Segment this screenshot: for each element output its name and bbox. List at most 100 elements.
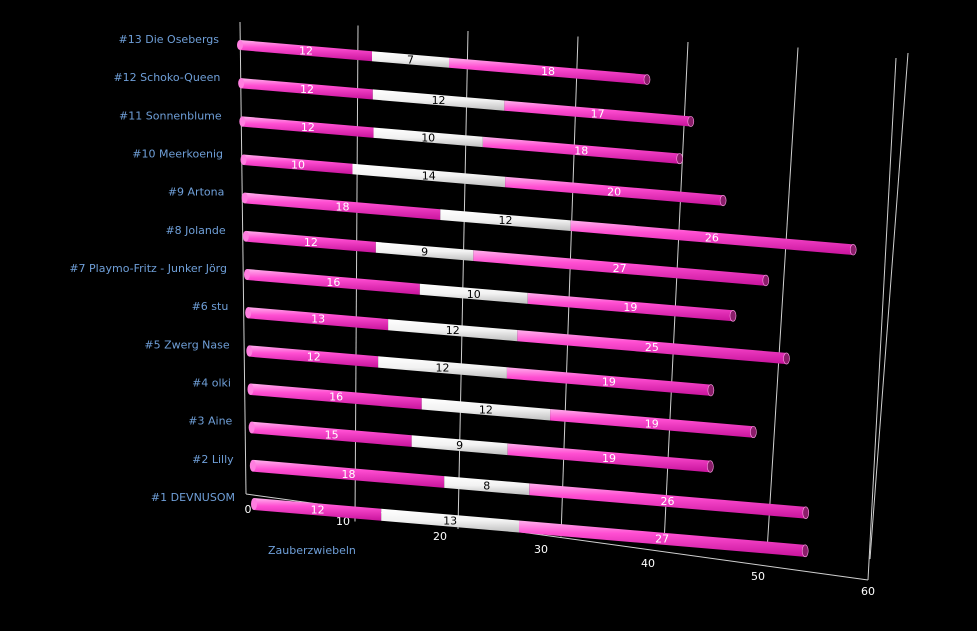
bar-segment-2 (444, 476, 530, 496)
bar-start-cap (237, 40, 243, 50)
bar-segment-1 (245, 230, 376, 253)
data-label-series-1: 16 (329, 391, 343, 404)
bar-segment-3 (550, 408, 754, 438)
bar-start-cap (238, 78, 245, 89)
data-label-series-1: 12 (304, 236, 318, 249)
bar-segment-1 (247, 269, 420, 295)
data-label-series-3: 19 (623, 301, 637, 314)
bar-start-cap (247, 383, 254, 395)
data-label-series-3: 26 (661, 495, 675, 508)
category-label: #13 Die Osebergs (119, 33, 220, 46)
bar-segment-2 (421, 398, 551, 421)
bar-segment-1 (248, 307, 389, 331)
data-label-series-2: 10 (467, 288, 481, 301)
category-label: #9 Artona (168, 186, 225, 199)
bar-segment-1 (244, 192, 441, 220)
data-label-series-2: 12 (479, 403, 493, 416)
data-label-series-3: 20 (607, 185, 621, 198)
data-label-series-1: 12 (311, 503, 325, 516)
data-label-series-2: 10 (421, 131, 435, 144)
bar-segment-1 (240, 40, 372, 62)
bar-end-cap (707, 384, 715, 397)
data-label-series-3: 19 (602, 376, 616, 389)
bar-start-cap (245, 307, 252, 319)
data-label-series-2: 12 (498, 214, 512, 227)
data-label-series-1: 12 (300, 83, 314, 96)
data-label-series-1: 12 (299, 45, 313, 58)
x-tick-label-20: 20 (433, 530, 447, 543)
bar-start-cap (244, 269, 250, 280)
bar-end-cap (762, 274, 770, 287)
category-label: #4 olki (192, 377, 231, 390)
bar-segment-3 (507, 443, 711, 473)
bar-segment-2 (372, 51, 449, 68)
bar-segment-2 (381, 508, 519, 533)
data-label-series-3: 27 (613, 262, 627, 275)
data-label-series-3: 19 (602, 452, 616, 465)
bar-segment-2 (375, 241, 474, 262)
x-tick-label-0: 0 (245, 503, 252, 516)
data-label-series-2: 8 (483, 480, 490, 493)
category-label: #5 Zwerg Nase (144, 338, 230, 351)
data-label-series-2: 9 (456, 439, 463, 452)
category-label: #2 Lilly (192, 453, 234, 466)
category-label: #1 DEVNUSOM (151, 491, 235, 504)
bar-segment-3 (529, 483, 806, 519)
bar-layer (237, 40, 857, 558)
data-label-series-2: 14 (422, 170, 436, 183)
bar-segment-3 (482, 136, 680, 164)
bar-segment-3 (506, 367, 711, 396)
bar-end-cap (707, 460, 714, 473)
bar-segment-1 (241, 78, 373, 100)
data-label-series-3: 17 (591, 108, 605, 121)
bar-end-cap (849, 244, 857, 256)
category-label: #11 Sonnenblume (119, 109, 222, 122)
right-axis-line (867, 57, 897, 581)
bar-segment-3 (504, 100, 691, 127)
bar-segment-1 (254, 498, 382, 521)
bar-end-cap (687, 116, 695, 127)
bar-start-cap (242, 230, 249, 242)
bar-start-cap (248, 421, 255, 434)
data-label-series-1: 18 (335, 200, 349, 213)
data-label-series-1: 15 (325, 428, 339, 441)
bar-end-cap (750, 425, 757, 439)
category-label: #7 Playmo-Fritz - Junker Jörg (69, 262, 227, 275)
bar-segment-2 (419, 283, 528, 304)
data-label-series-2: 9 (421, 245, 428, 258)
gridline-10 (354, 25, 359, 522)
bar-start-cap (240, 154, 247, 165)
bar-end-cap (719, 194, 727, 207)
data-label-series-2: 12 (436, 361, 450, 374)
data-label-series-3: 18 (541, 65, 555, 78)
bar-segment-3 (570, 220, 854, 256)
bar-start-cap (239, 116, 246, 127)
bar-segment-3 (517, 330, 787, 365)
bar-segment-3 (449, 57, 647, 85)
label-layer: #13 Die Osebergs 12 7 18 #12 Schoko-Queen 12 1… (69, 33, 719, 546)
data-label-series-1: 12 (307, 350, 321, 363)
y-axis-line (239, 21, 247, 495)
x-tick-label-30: 30 (534, 543, 548, 556)
category-label: #10 Meerkoenig (132, 148, 223, 161)
bar-segment-2 (388, 319, 518, 342)
bar-segment-2 (411, 435, 508, 456)
data-label-series-2: 13 (443, 515, 457, 528)
category-label: #3 Aine (188, 415, 232, 428)
bar-segment-3 (473, 250, 766, 286)
bar-segment-1 (252, 459, 445, 488)
bar-segment-3 (505, 176, 724, 206)
x-axis-title: Zauberzwiebeln (268, 544, 356, 557)
data-label-series-2: 12 (432, 94, 446, 107)
data-label-series-3: 27 (655, 533, 669, 546)
bar-end-cap (643, 74, 651, 85)
bar-end-cap (729, 310, 737, 322)
gridline-50 (766, 47, 799, 552)
bar-segment-2 (372, 89, 505, 111)
category-label: #12 Schoko-Queen (113, 71, 220, 84)
bar-segment-3 (519, 520, 806, 557)
data-label-series-1: 13 (311, 313, 325, 326)
bar-end-cap (676, 153, 683, 165)
bar-segment-1 (242, 116, 374, 138)
